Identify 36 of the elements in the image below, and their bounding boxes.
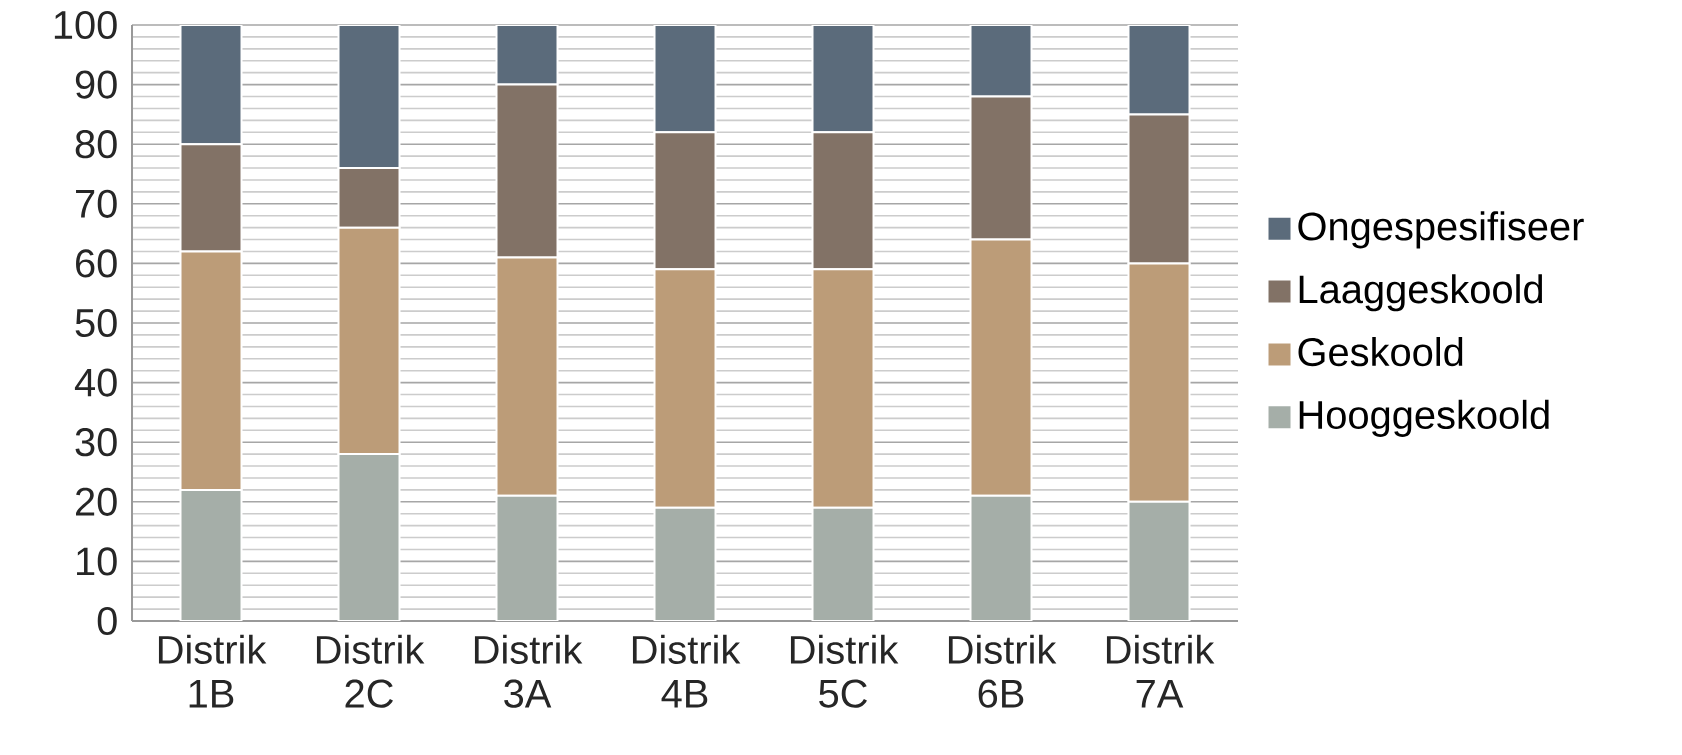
bar [1127,24,1191,116]
y-tick-label: 90 [75,70,117,99]
legend-label: Laaggeskoold [1299,274,1543,312]
bar [337,24,401,170]
bar [1127,500,1191,621]
y-tick-label: 60 [76,249,117,278]
y-tick-label: 30 [75,428,117,457]
y-tick-label: 10 [77,547,117,576]
bar [179,24,243,146]
x-tick-label: Distrik 7A [1106,634,1215,708]
bar [811,24,875,134]
x-tick-label: Distrik 4B [632,634,741,708]
bar [653,506,717,621]
y-tick-label: 80 [75,130,117,159]
y-tick-label: 70 [76,189,117,218]
y-tick-label: 0 [97,606,117,636]
bar [969,24,1033,98]
bar [495,24,559,86]
legend-label: Ongespesifiseer [1298,211,1584,249]
x-tick-label: Distrik 1B [158,634,267,708]
bar [969,494,1033,621]
bar [495,494,559,621]
x-tick-label: Distrik 2C [316,634,425,708]
bar [811,506,875,621]
bar [337,453,401,621]
y-tick-label: 50 [75,308,117,338]
legend-label: Geskoold [1298,336,1463,367]
y-tick-label: 100 [54,10,117,40]
x-tick-label: Distrik 6B [948,634,1057,708]
y-tick-label: 40 [74,368,117,397]
x-tick-label: Distrik 5C [790,634,899,708]
legend-label: Hooggeskoold [1299,399,1549,437]
bar [179,488,243,621]
x-tick-label: Distrik 3A [474,634,583,708]
y-tick-label: 20 [76,487,117,516]
bar [653,24,717,134]
